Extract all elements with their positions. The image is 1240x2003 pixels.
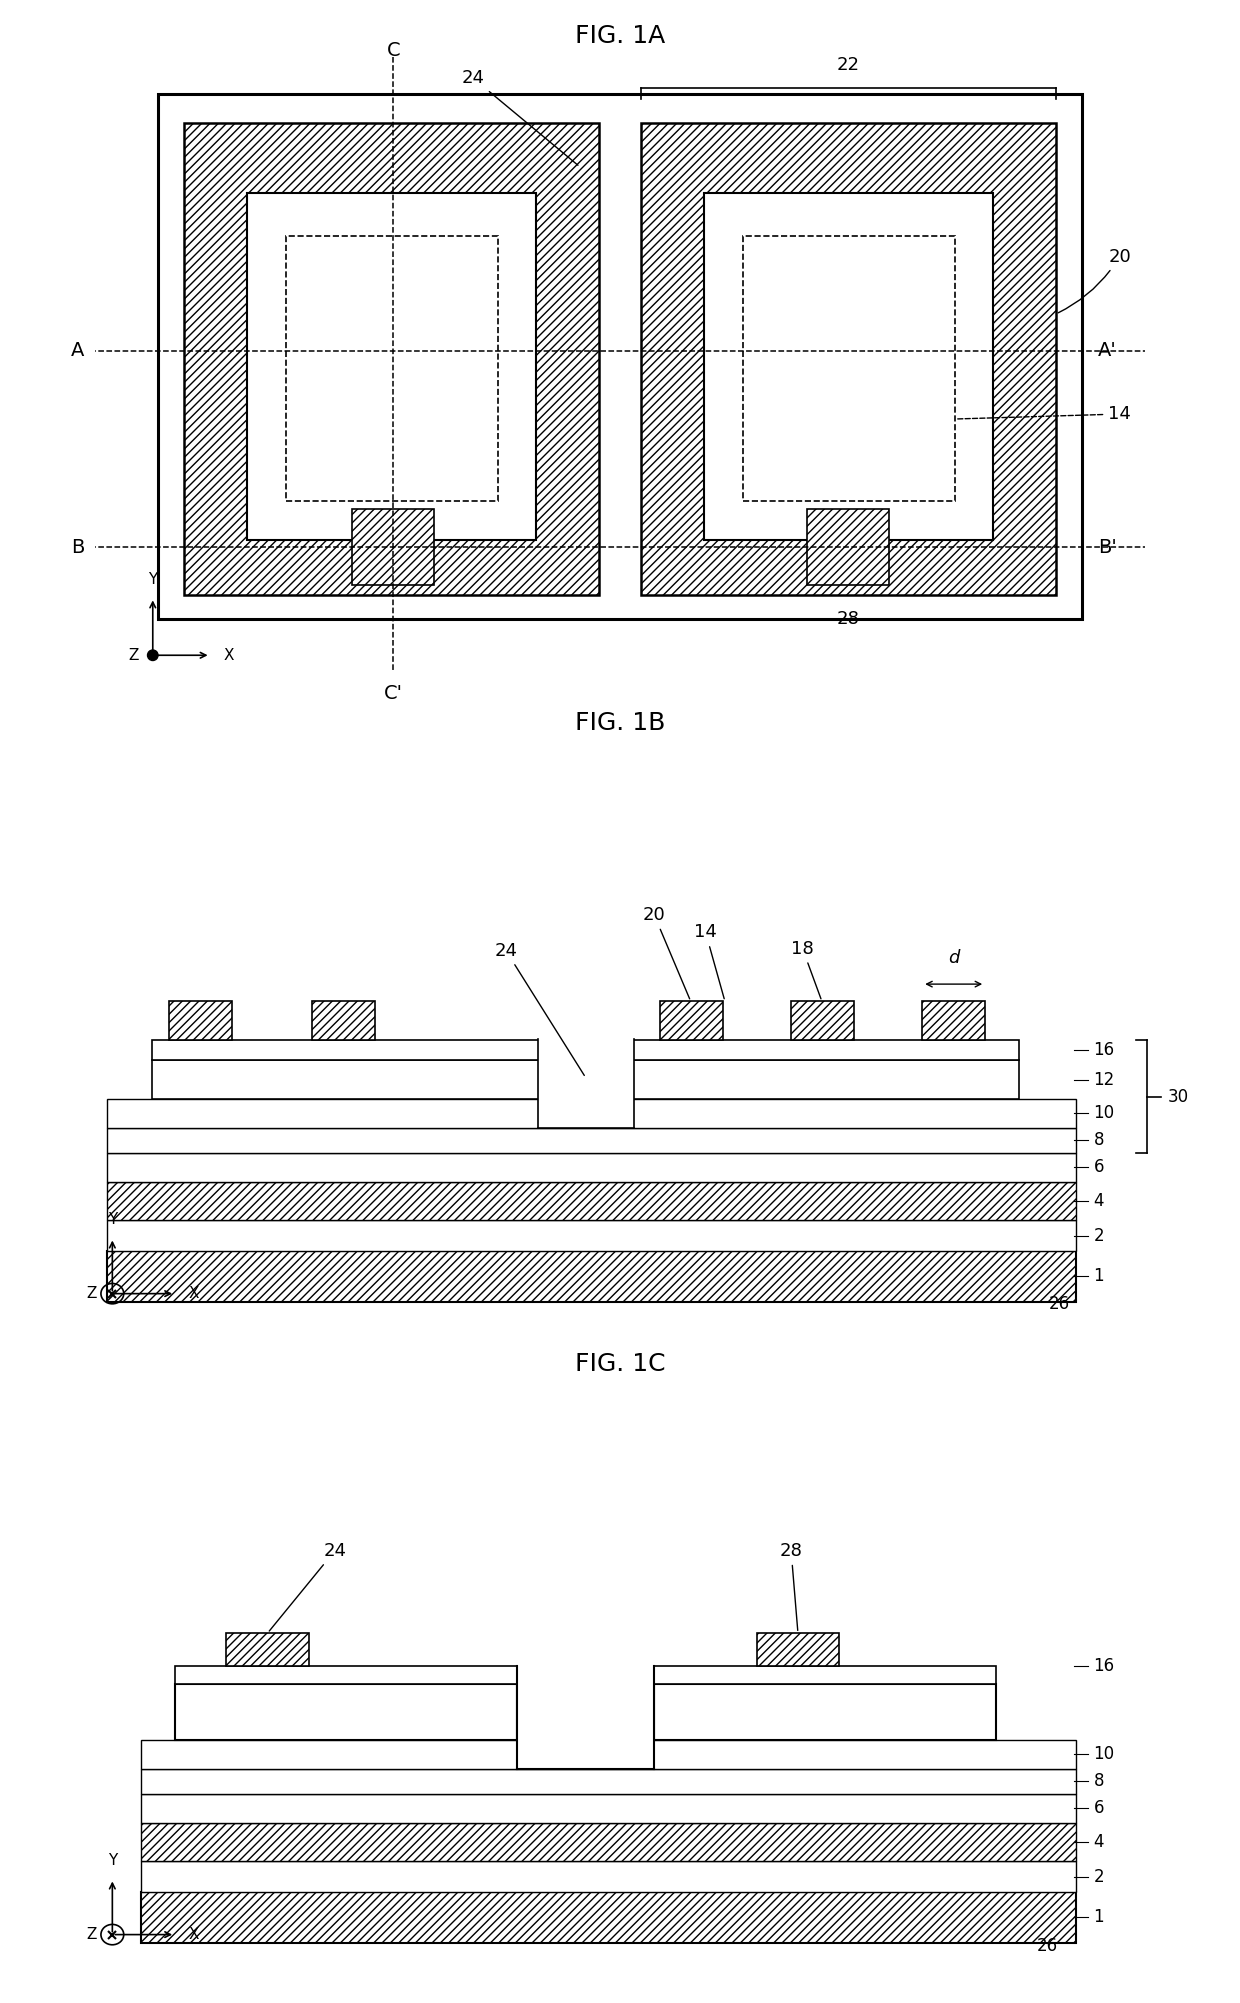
Bar — [107, 1154, 1076, 1182]
Circle shape — [148, 651, 157, 661]
Bar — [756, 1632, 839, 1666]
Text: Y: Y — [108, 1853, 117, 1869]
Text: FIG. 1B: FIG. 1B — [575, 711, 665, 735]
Bar — [923, 1002, 985, 1040]
Bar — [185, 122, 599, 595]
Bar — [107, 1182, 1076, 1220]
Text: 8: 8 — [1094, 1132, 1104, 1150]
Text: FIG. 1A: FIG. 1A — [575, 24, 665, 48]
Text: 24: 24 — [461, 68, 578, 166]
Text: 16: 16 — [1094, 1042, 1115, 1060]
Text: 22: 22 — [837, 56, 859, 74]
Text: Z: Z — [129, 647, 139, 663]
Bar — [170, 1002, 232, 1040]
Text: 18: 18 — [791, 939, 821, 999]
Text: 16: 16 — [1094, 1656, 1115, 1675]
Text: 4: 4 — [1094, 1192, 1104, 1210]
Text: 20: 20 — [1058, 248, 1131, 312]
Text: C: C — [387, 40, 401, 60]
Text: d: d — [949, 949, 960, 967]
Bar — [107, 1128, 1076, 1154]
Bar — [141, 1741, 1076, 1769]
Bar — [107, 1250, 1076, 1302]
Bar — [247, 192, 536, 539]
Text: 2: 2 — [1094, 1226, 1104, 1244]
Text: A': A' — [1097, 341, 1116, 361]
Bar — [807, 509, 889, 585]
Text: 12: 12 — [1094, 1072, 1115, 1090]
Text: A: A — [71, 341, 84, 361]
Bar — [704, 192, 993, 539]
Text: X: X — [188, 1286, 200, 1302]
Text: B: B — [71, 537, 84, 557]
Text: 28: 28 — [780, 1542, 802, 1630]
Text: X: X — [223, 647, 233, 663]
Text: Z: Z — [87, 1286, 97, 1302]
Bar — [743, 236, 955, 501]
Text: 24: 24 — [269, 1542, 346, 1630]
Text: 1: 1 — [1094, 1268, 1104, 1286]
Bar — [312, 1002, 374, 1040]
Text: 20: 20 — [642, 905, 689, 999]
Text: 6: 6 — [1094, 1158, 1104, 1176]
Text: 26: 26 — [1049, 1294, 1070, 1312]
Text: 28: 28 — [837, 611, 859, 629]
Bar — [153, 1040, 552, 1060]
Text: 30: 30 — [1168, 1088, 1189, 1106]
Text: Y: Y — [108, 1212, 117, 1228]
Bar — [141, 1769, 1076, 1795]
Bar — [352, 509, 434, 585]
Text: 1: 1 — [1094, 1909, 1104, 1927]
Text: 10: 10 — [1094, 1104, 1115, 1122]
Bar — [660, 1002, 723, 1040]
Text: 2: 2 — [1094, 1867, 1104, 1885]
Bar — [286, 236, 498, 501]
Text: 26: 26 — [1037, 1937, 1059, 1955]
Bar — [141, 1823, 1076, 1861]
Text: 14: 14 — [957, 405, 1131, 423]
Bar — [141, 1891, 1076, 1943]
Bar — [517, 1666, 655, 1769]
Text: 24: 24 — [495, 941, 584, 1076]
Text: C': C' — [383, 683, 403, 703]
Bar — [631, 1040, 1019, 1060]
Text: B': B' — [1097, 537, 1116, 557]
Text: 4: 4 — [1094, 1833, 1104, 1851]
Bar — [538, 1040, 634, 1128]
Bar — [175, 1685, 517, 1741]
Bar — [655, 1685, 997, 1741]
Bar — [157, 94, 1083, 619]
Bar — [153, 1060, 552, 1100]
Bar — [655, 1666, 997, 1685]
Bar — [641, 122, 1055, 595]
Bar — [107, 1100, 1076, 1128]
Text: Z: Z — [87, 1927, 97, 1943]
Bar — [141, 1861, 1076, 1891]
Text: 6: 6 — [1094, 1799, 1104, 1817]
Text: 8: 8 — [1094, 1773, 1104, 1791]
Text: Y: Y — [148, 573, 157, 587]
Bar — [175, 1666, 517, 1685]
Bar — [791, 1002, 854, 1040]
Bar — [631, 1060, 1019, 1100]
Text: 10: 10 — [1094, 1745, 1115, 1763]
Bar — [107, 1220, 1076, 1250]
Text: X: X — [188, 1927, 200, 1943]
Bar — [227, 1632, 309, 1666]
Text: FIG. 1C: FIG. 1C — [575, 1352, 665, 1376]
Text: 14: 14 — [694, 923, 724, 999]
Bar — [141, 1795, 1076, 1823]
